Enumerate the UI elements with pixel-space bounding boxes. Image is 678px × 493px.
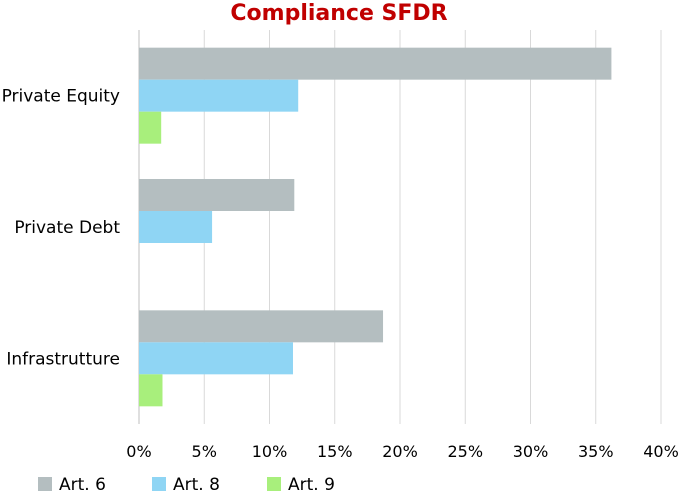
x-tick-label: 0% — [126, 442, 151, 461]
bar-art-8-private-debt — [139, 211, 213, 243]
x-tick-label: 25% — [447, 442, 483, 461]
legend-label: Art. 9 — [288, 475, 335, 493]
bar-art-9-infrastrutture — [139, 374, 163, 407]
category-label: Infrastrutture — [6, 349, 120, 369]
legend-label: Art. 8 — [173, 475, 220, 493]
category-label: Private Equity — [2, 87, 120, 107]
x-tick-label: 40% — [643, 442, 678, 461]
legend-swatch — [152, 477, 166, 491]
x-axis-ticks: 0% 5% 10% 15% 20% 25% 30% 35% 40% — [126, 442, 678, 461]
x-tick-label: 30% — [513, 442, 549, 461]
legend-label: Art. 6 — [59, 475, 106, 493]
category-label: Private Debt — [14, 218, 120, 238]
bar-art-8-infrastrutture — [139, 342, 293, 375]
bar-art-6-private-equity — [139, 47, 612, 80]
bars — [139, 47, 612, 407]
x-tick-label: 15% — [317, 442, 353, 461]
legend: Art. 6 Art. 8 Art. 9 — [38, 475, 335, 493]
x-tick-label: 10% — [252, 442, 288, 461]
x-tick-label: 20% — [382, 442, 418, 461]
bar-art-6-private-debt — [139, 179, 295, 211]
legend-swatch — [38, 477, 52, 491]
legend-swatch — [267, 477, 281, 491]
x-tick-label: 5% — [192, 442, 217, 461]
category-labels: Private Equity Private Debt Infrastrutture — [2, 87, 121, 370]
bar-art-9-private-equity — [139, 111, 162, 144]
chart-title: Compliance SFDR — [230, 1, 447, 26]
x-tick-label: 35% — [578, 442, 614, 461]
bar-art-8-private-equity — [139, 79, 299, 112]
bar-art-6-infrastrutture — [139, 310, 384, 343]
